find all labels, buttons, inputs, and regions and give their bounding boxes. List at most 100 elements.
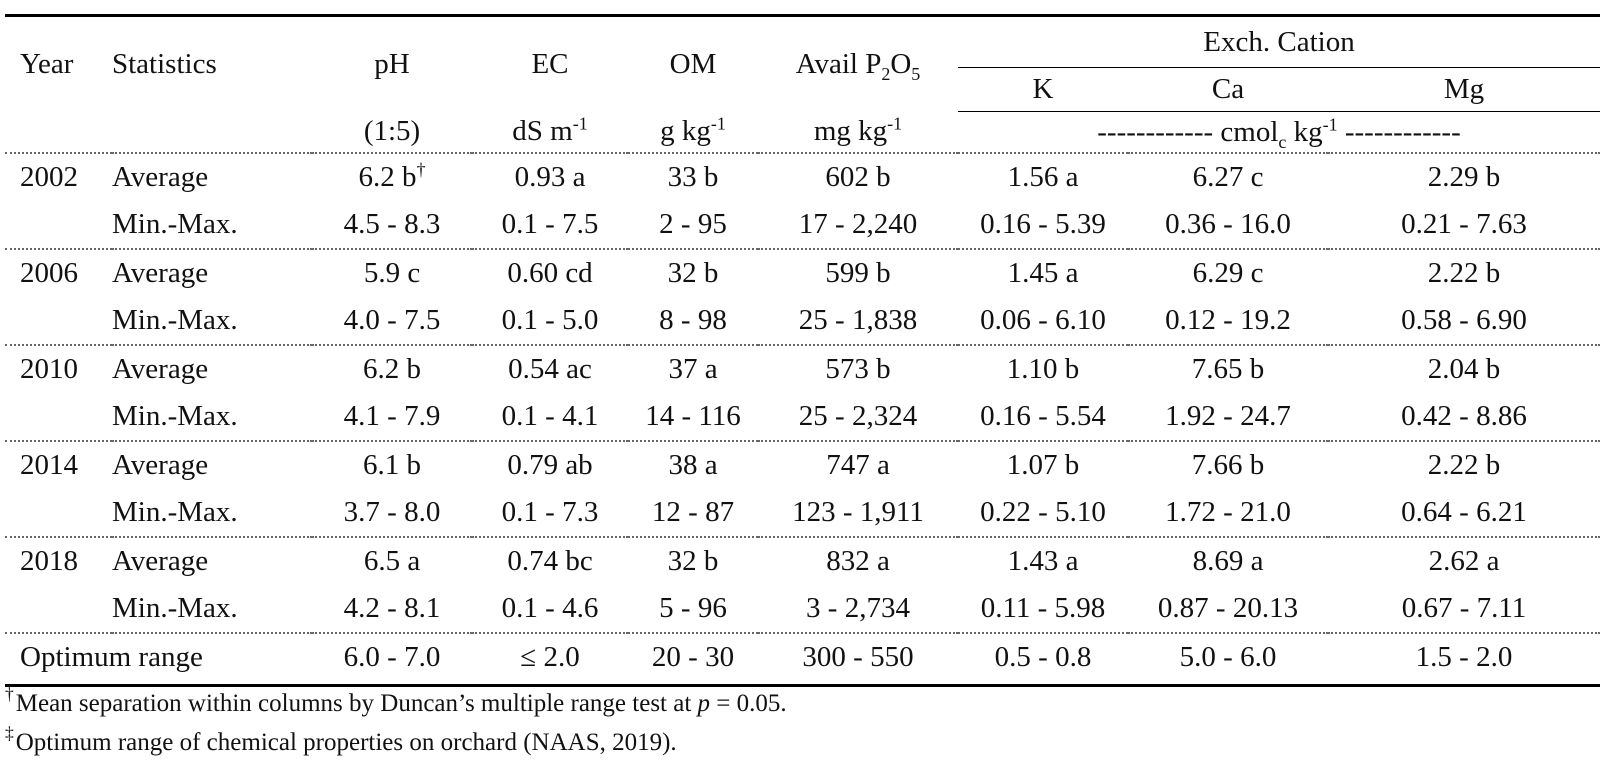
header-k: K	[958, 67, 1128, 112]
cell-ca-value: 6.27 c	[1192, 161, 1264, 193]
cell-mg-value: 0.42 - 8.86	[1401, 400, 1527, 432]
cell-ph: 6.1 b	[312, 441, 472, 489]
cell-mg-value: 2.22 b	[1427, 449, 1501, 481]
cell-ph-value: 4.2 - 8.1	[343, 592, 441, 624]
cell-ec-value: 0.1 - 5.0	[501, 304, 599, 336]
header-statistics: Statistics	[112, 47, 217, 80]
cell-ph-value: 4.0 - 7.5	[343, 304, 441, 336]
table-row: 2014 Average 6.1 b 0.79 ab 38 a 747 a 1.07 b 7.…	[5, 441, 1600, 489]
cell-ca: 8.69 a	[1128, 537, 1328, 585]
cell-mg: 2.04 b	[1328, 345, 1600, 393]
cell-year	[5, 297, 112, 346]
cell-ca-value: 7.66 b	[1191, 449, 1265, 481]
cell-ph: 5.9 c	[312, 249, 472, 297]
cell-ec-value: 0.74 bc	[507, 545, 593, 577]
table-row: 2002 Average 6.2 b† 0.93 a 33 b 602 b 1.56 a 6.…	[5, 153, 1600, 201]
cell-year: 2006	[20, 257, 78, 289]
unit-ec: dS m-1	[472, 111, 628, 154]
cell-om-value: 14 - 116	[645, 400, 741, 432]
cell-k-value: 0.16 - 5.39	[980, 208, 1106, 240]
cell-ph: 3.7 - 8.0	[312, 489, 472, 538]
cell-mg: 2.29 b	[1328, 153, 1600, 201]
optimum-om: 20 - 30	[651, 641, 735, 673]
cell-statistics: Average	[112, 257, 209, 289]
cell-k-value: 0.06 - 6.10	[980, 304, 1106, 336]
cell-om: 12 - 87	[628, 489, 758, 538]
header-year: Year	[20, 47, 74, 80]
cell-p2o5-value: 832 a	[826, 545, 890, 577]
optimum-ph: 6.0 - 7.0	[343, 641, 441, 673]
cell-ec-value: 0.79 ab	[507, 449, 593, 481]
cell-mg-value: 2.22 b	[1427, 257, 1501, 289]
table-row: 2010 Average 6.2 b 0.54 ac 37 a 573 b 1.10 b 7.…	[5, 345, 1600, 393]
cell-om-value: 33 b	[667, 161, 719, 193]
table-bottom-rule	[5, 684, 1600, 687]
cell-ph-value: 5.9 c	[363, 257, 421, 289]
cell-ec: 0.79 ab	[472, 441, 628, 489]
cell-ec-value: 0.1 - 4.6	[501, 592, 599, 624]
cell-om: 5 - 96	[628, 585, 758, 634]
cell-p2o5: 3 - 2,734	[758, 585, 958, 634]
cell-mg-value: 0.64 - 6.21	[1401, 496, 1527, 528]
cell-mg: 0.21 - 7.63	[1328, 201, 1601, 250]
cell-k: 1.43 a	[958, 537, 1128, 585]
cell-statistics: Min.-Max.	[112, 201, 312, 250]
cell-ec-value: 0.93 a	[514, 161, 586, 193]
cell-year: 2018	[20, 545, 78, 577]
cell-ca-value: 1.72 - 21.0	[1165, 496, 1291, 528]
cell-ca: 1.92 - 24.7	[1128, 393, 1328, 442]
cell-ec-value: 0.1 - 7.5	[501, 208, 599, 240]
header-row-2: K Ca Mg	[5, 67, 1601, 112]
table-row: Min.-Max. 3.7 - 8.0 0.1 - 7.3 12 - 87 123 - …	[5, 489, 1601, 538]
header-ca: Ca	[1128, 67, 1328, 112]
cell-om-value: 8 - 98	[659, 304, 727, 336]
cell-mg-value: 2.04 b	[1427, 353, 1501, 385]
unit-cation: ------------ cmolc kg-1 ------------	[958, 111, 1601, 154]
cell-k: 0.16 - 5.54	[958, 393, 1128, 442]
header-ec: EC	[531, 47, 569, 80]
optimum-p2o5: 300 - 550	[802, 641, 914, 673]
cell-k: 0.11 - 5.98	[958, 585, 1128, 634]
cell-p2o5: 573 b	[758, 345, 958, 393]
cell-year: 2010	[20, 353, 78, 385]
cell-ec: 0.74 bc	[472, 537, 628, 585]
cell-p2o5-value: 17 - 2,240	[798, 208, 918, 240]
cell-ca: 0.12 - 19.2	[1128, 297, 1328, 346]
cell-k-value: 1.43 a	[1007, 545, 1079, 577]
units-row: (1:5) dS m-1 g kg-1 mg kg-1 ------------…	[5, 111, 1601, 154]
cell-mg: 2.22 b	[1328, 249, 1600, 297]
cell-om: 32 b	[628, 249, 758, 297]
cell-statistics: Min.-Max.	[112, 393, 312, 442]
cell-year	[5, 201, 112, 250]
cell-ec: 0.60 cd	[472, 249, 628, 297]
cell-mg-value: 2.62 a	[1428, 545, 1500, 577]
cell-k: 1.10 b	[958, 345, 1128, 393]
cell-ca-value: 6.29 c	[1192, 257, 1264, 289]
cell-statistics: Min.-Max.	[112, 585, 312, 634]
cell-ca-value: 0.87 - 20.13	[1157, 592, 1299, 624]
cell-p2o5-value: 25 - 1,838	[798, 304, 918, 336]
table-body: 2002 Average 6.2 b† 0.93 a 33 b 602 b 1.56 a 6.…	[5, 153, 1601, 634]
cell-ca: 1.72 - 21.0	[1128, 489, 1328, 538]
cell-p2o5: 747 a	[758, 441, 958, 489]
optimum-label: Optimum range	[20, 641, 203, 673]
cell-mg: 2.22 b	[1328, 441, 1600, 489]
cell-ec-value: 0.1 - 7.3	[501, 496, 599, 528]
cell-ec-value: 0.1 - 4.1	[501, 400, 599, 432]
cell-ph: 4.0 - 7.5	[312, 297, 472, 346]
footnote-1: †Mean separation within columns by Dunca…	[5, 684, 787, 717]
cell-p2o5: 25 - 1,838	[758, 297, 958, 346]
header-row-1: Year Statistics pH EC OM Avail P2O5 Exch…	[5, 17, 1601, 83]
cell-ec: 0.1 - 4.1	[472, 393, 628, 442]
cell-om-value: 2 - 95	[659, 208, 727, 240]
optimum-ec: ≤ 2.0	[520, 641, 580, 673]
cell-year	[5, 585, 112, 634]
cell-ec-value: 0.60 cd	[507, 257, 593, 289]
cell-ph-value: 4.5 - 8.3	[343, 208, 441, 240]
soil-chemical-properties-table: Year Statistics pH EC OM Avail P2O5 Exch…	[5, 17, 1601, 681]
table-row: Min.-Max. 4.1 - 7.9 0.1 - 4.1 14 - 116 25 - …	[5, 393, 1601, 442]
cell-ph-value: 3.7 - 8.0	[343, 496, 441, 528]
cell-ec: 0.1 - 4.6	[472, 585, 628, 634]
table-top-rule	[5, 14, 1600, 17]
cell-om: 14 - 116	[628, 393, 758, 442]
